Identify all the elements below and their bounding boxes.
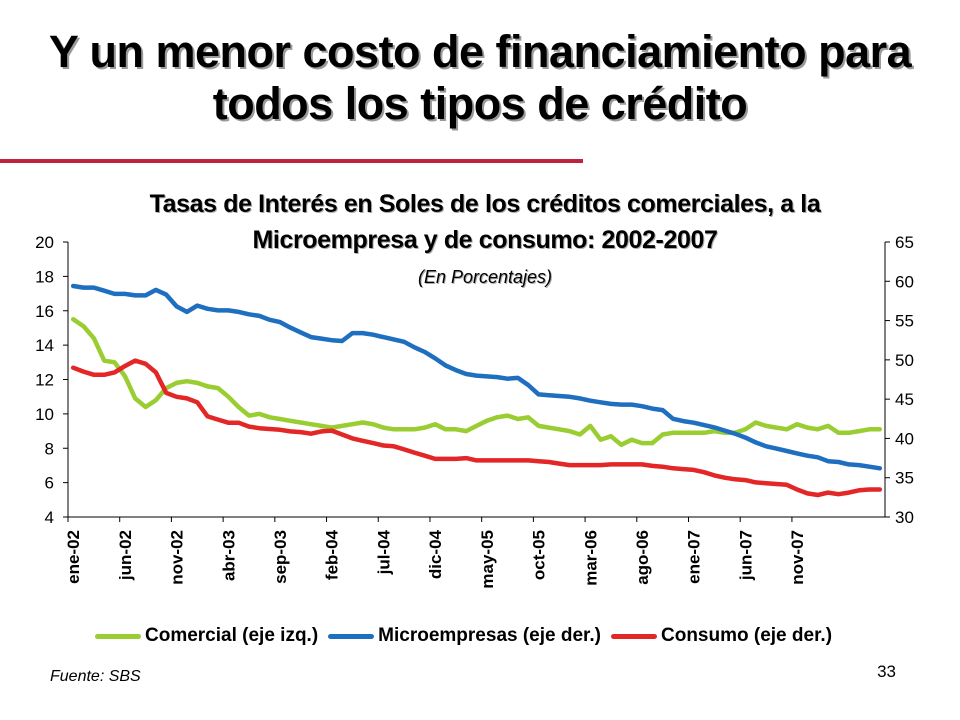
- x-tick-label: jun-07: [736, 530, 755, 581]
- x-tick-label: jul-04: [374, 529, 393, 575]
- legend-label-comercial: Comercial (eje izq.): [145, 625, 319, 646]
- x-tick-label: ene-02: [64, 530, 83, 584]
- y-left-tick-label: 8: [45, 439, 54, 458]
- legend-swatch-microempresas: [328, 633, 375, 639]
- legend-swatch-consumo: [611, 633, 657, 639]
- title-underline: [0, 159, 583, 163]
- legend-item-comercial: Comercial (eje izq.): [95, 625, 318, 647]
- y-left-tick-label: 10: [35, 405, 54, 424]
- legend-label-microempresas: Microempresas (eje der.): [378, 625, 601, 646]
- y-right-tick-label: 60: [895, 272, 914, 291]
- y-left-tick-label: 12: [35, 371, 54, 390]
- y-left-tick-label: 18: [35, 267, 54, 286]
- series-comercial: [70, 317, 883, 448]
- x-tick-label: nov-07: [788, 530, 807, 585]
- x-tick-label: nov-02: [168, 530, 187, 585]
- x-tick-label: oct-05: [530, 530, 549, 580]
- slide-title: Y un menor costo de financiamiento para …: [48, 26, 912, 129]
- y-left-tick-label: 16: [35, 302, 54, 321]
- x-tick-label: abr-03: [219, 530, 238, 581]
- x-tick-label: ago-06: [633, 530, 652, 585]
- chart-tick-labels: 4 6 8 10 12 14 16 18 20 30 35 40 45 50 55 60 65 ene-02 jun…: [35, 233, 914, 589]
- source-note: Fuente: SBS: [50, 668, 141, 685]
- x-tick-label: mar-06: [581, 530, 600, 586]
- chart-series: [70, 283, 883, 498]
- y-right-tick-label: 30: [895, 508, 914, 527]
- y-right-tick-label: 55: [895, 312, 914, 331]
- x-tick-label: jun-02: [116, 530, 135, 581]
- chart-title: Tasas de Interés en Soles de los crédito…: [149, 190, 821, 254]
- series-microempresas: [70, 283, 883, 471]
- y-right-tick-label: 35: [895, 469, 914, 488]
- y-left-tick-label: 4: [45, 508, 54, 527]
- legend-item-consumo: Consumo (eje der.): [611, 625, 832, 647]
- y-right-tick-label: 45: [895, 390, 914, 409]
- x-tick-label: sep-03: [271, 530, 290, 584]
- y-left-tick-label: 6: [45, 474, 54, 493]
- y-left-tick-label: 14: [35, 336, 54, 355]
- x-tick-label: may-05: [478, 530, 497, 589]
- legend-label-consumo: Consumo (eje der.): [661, 625, 833, 646]
- y-left-tick-label: 20: [35, 233, 54, 252]
- chart-axes: [63, 241, 890, 522]
- x-tick-label: dic-04: [426, 529, 445, 579]
- chart-subtitle: (En Porcentajes): [417, 267, 553, 287]
- legend-item-microempresas: Microempresas (eje der.): [328, 625, 601, 647]
- x-tick-label: ene-07: [685, 530, 704, 584]
- series-consumo: [70, 358, 883, 498]
- y-right-tick-label: 65: [895, 233, 914, 252]
- page-number: 33: [877, 662, 896, 681]
- y-right-tick-label: 40: [895, 429, 914, 448]
- y-right-tick-label: 50: [895, 351, 914, 370]
- x-tick-label: feb-04: [323, 529, 342, 580]
- legend-swatch-comercial: [95, 633, 141, 639]
- chart-legend: Comercial (eje izq.) Microempresas (eje …: [95, 624, 842, 648]
